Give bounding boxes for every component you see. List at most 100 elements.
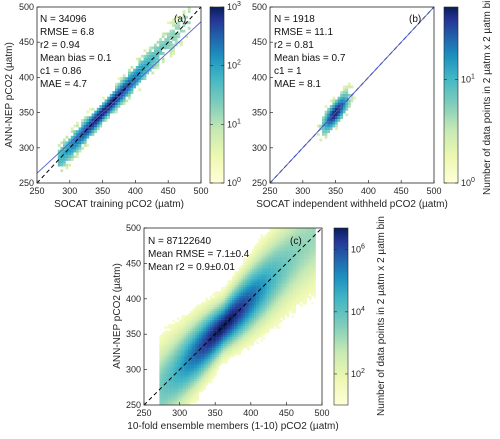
density-cell (254, 291, 257, 294)
density-cell (284, 256, 288, 259)
density-cell (236, 286, 239, 290)
density-cell (289, 278, 292, 281)
density-cell (232, 334, 235, 338)
density-cell (269, 249, 272, 253)
density-cell (221, 321, 224, 325)
density-cell (267, 284, 270, 288)
density-cell (221, 332, 224, 336)
density-cell (78, 130, 82, 133)
density-cell (143, 68, 147, 72)
density-cell (271, 317, 274, 320)
density-cell (335, 102, 338, 106)
density-cell (168, 400, 171, 404)
density-cell (280, 234, 283, 237)
density-cell (201, 363, 204, 366)
density-cell (345, 107, 349, 111)
density-cell (192, 389, 195, 393)
density-cell (174, 337, 178, 340)
density-cell (256, 328, 259, 331)
density-cell (57, 160, 61, 164)
density-cell (174, 15, 178, 19)
density-cell (280, 308, 283, 312)
density-cell (174, 365, 178, 369)
density-cell (240, 345, 244, 349)
density-cell (86, 130, 90, 133)
density-cell (309, 282, 312, 285)
density-cell (182, 12, 186, 16)
density-cell (166, 385, 169, 388)
density-cell (300, 240, 303, 244)
density-cell (280, 299, 283, 303)
density-cell (170, 372, 173, 375)
density-cell (280, 247, 283, 250)
density-cell (172, 389, 175, 393)
density-cell (185, 348, 189, 351)
density-cell (309, 297, 312, 301)
density-cell (205, 315, 208, 318)
density-cell (104, 113, 108, 117)
density-cell (210, 359, 213, 362)
density-cell (273, 262, 277, 266)
density-cell (295, 275, 299, 279)
density-cell (183, 341, 186, 344)
density-cell (251, 321, 255, 325)
density-cell (104, 119, 108, 122)
x-tick-label: 250 (136, 408, 151, 418)
density-cell (68, 144, 71, 147)
density-cell (190, 394, 193, 397)
density-cell (269, 299, 272, 303)
density-cell (199, 359, 202, 362)
density-cell (311, 247, 314, 250)
stat-r2-c: Mean r2 = 0.9±0.01 (148, 262, 235, 273)
density-cell (135, 68, 139, 72)
density-cell (243, 280, 246, 283)
density-cell (218, 343, 222, 347)
density-cell (348, 105, 351, 108)
density-cell (311, 278, 314, 281)
density-cell (329, 110, 333, 114)
density-cell (271, 267, 274, 270)
density-cell (210, 324, 213, 327)
density-cell (335, 107, 338, 111)
density-cell (199, 380, 202, 384)
density-cell (210, 321, 213, 325)
density-cell (284, 310, 288, 314)
density-cell (212, 319, 215, 323)
density-cell (183, 365, 186, 369)
density-cell (194, 400, 197, 404)
density-cell (251, 271, 255, 274)
density-cell (284, 271, 288, 274)
density-cell (166, 359, 169, 362)
density-cell (249, 308, 252, 312)
density-cell (214, 324, 217, 327)
y-tick-label: 250 (126, 400, 141, 410)
density-cell (302, 280, 305, 283)
density-cell (280, 273, 283, 277)
density-cell (348, 82, 351, 86)
density-cell (201, 328, 204, 331)
density-cell (223, 339, 226, 342)
density-cell (148, 54, 152, 58)
density-cell (159, 402, 162, 405)
density-cell (86, 132, 90, 136)
density-cell (190, 339, 193, 342)
density-cell (293, 267, 296, 270)
density-cell (298, 267, 301, 270)
density-cell (210, 334, 213, 338)
density-cell (271, 245, 274, 248)
density-cell (287, 271, 290, 274)
density-cell (89, 116, 92, 120)
density-cell (188, 334, 191, 338)
density-cell (309, 228, 312, 231)
density-cell (282, 306, 285, 309)
density-cell (125, 82, 129, 86)
density-cell (298, 286, 301, 290)
density-cell (302, 273, 305, 277)
density-cell (190, 396, 193, 399)
density-cell (265, 278, 268, 281)
density-cell (258, 308, 261, 312)
density-cell (166, 341, 169, 344)
density-cell (262, 315, 266, 318)
density-cell (196, 350, 200, 353)
density-cell (234, 319, 237, 323)
